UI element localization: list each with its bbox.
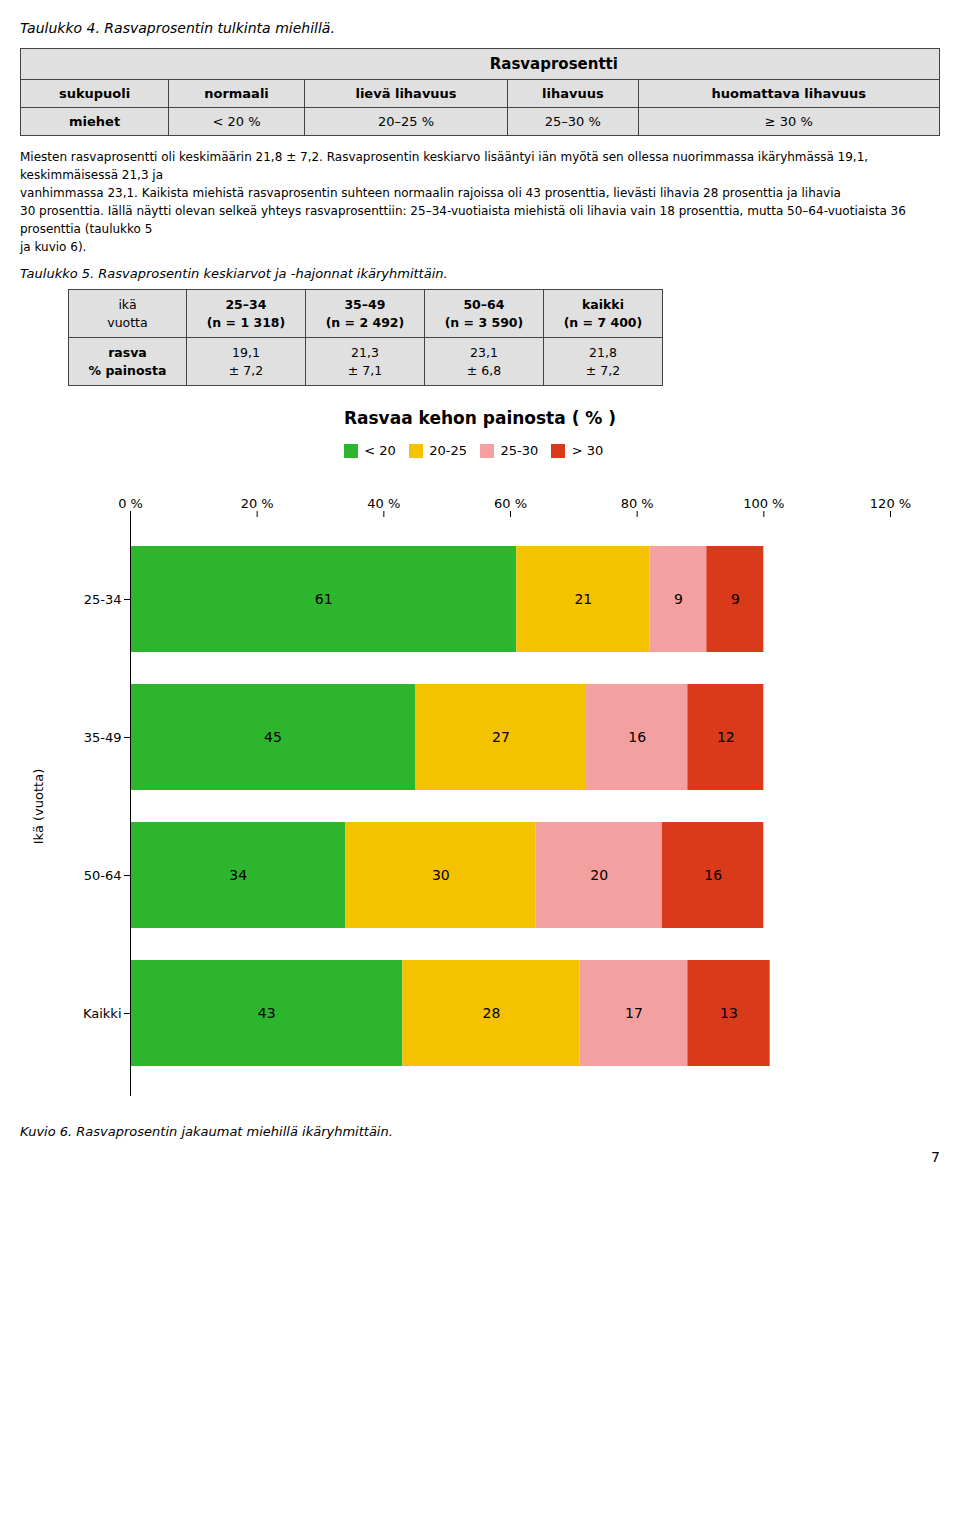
svg-text:25-34: 25-34	[84, 591, 122, 606]
svg-text:100 %: 100 %	[743, 495, 784, 510]
html-text:21,8 ± 7,2: 21,8 ± 7,2	[585, 345, 621, 378]
svg-text:43: 43	[258, 1004, 276, 1020]
html-text:> 30: > 30	[571, 443, 604, 458]
svg-text:61: 61	[315, 590, 333, 606]
html-text:35–49 (n = 2 492): 35–49 (n = 2 492)	[325, 297, 405, 330]
html-text:miehet: miehet	[69, 114, 121, 129]
svg-text:80 %: 80 %	[621, 495, 654, 510]
html-text:Kuvio 6. Rasvaprosentin jakaum: Kuvio 6. Rasvaprosentin jakaumat miehill…	[20, 1123, 393, 1139]
html-text:23,1 ± 6,8: 23,1 ± 6,8	[466, 345, 502, 378]
html-text:huomattava lihavuus: huomattava lihavuus	[711, 86, 866, 101]
svg-text:9: 9	[731, 590, 740, 606]
html-text:vanhimmassa 23,1. Kaikista mie: vanhimmassa 23,1. Kaikista miehistä rasv…	[20, 186, 841, 200]
svg-text:45: 45	[264, 728, 282, 744]
html-text:25-30: 25-30	[500, 443, 539, 458]
html-text:25–30 %: 25–30 %	[544, 114, 601, 129]
svg-text:60 %: 60 %	[494, 495, 527, 510]
html-text:kaikki (n = 7 400): kaikki (n = 7 400)	[563, 297, 643, 330]
html-text:< 20: < 20	[364, 443, 396, 458]
svg-text:20: 20	[590, 866, 608, 882]
html-text:lievä lihavuus: lievä lihavuus	[355, 86, 457, 101]
html-text:Taulukko 4. Rasvaprosentin tul: Taulukko 4. Rasvaprosentin tulkinta mieh…	[20, 20, 335, 36]
html-text:20-25: 20-25	[429, 443, 467, 458]
html-text:Taulukko 5. Rasvaprosentin kes: Taulukko 5. Rasvaprosentin keskiarvot ja…	[20, 266, 448, 281]
html-text:50–64 (n = 3 590): 50–64 (n = 3 590)	[444, 297, 524, 330]
html-text:Miesten rasvaprosentti oli kes: Miesten rasvaprosentti oli keskimäärin 2…	[20, 150, 869, 182]
svg-text:17: 17	[625, 1004, 643, 1020]
svg-text:40 %: 40 %	[367, 495, 400, 510]
svg-text:50-64: 50-64	[84, 867, 122, 882]
svg-text:27: 27	[492, 728, 510, 744]
svg-text:34: 34	[229, 866, 247, 882]
svg-text:16: 16	[628, 728, 646, 744]
html-text:19,1 ± 7,2: 19,1 ± 7,2	[228, 345, 264, 378]
svg-text:35-49: 35-49	[84, 729, 122, 744]
html-text:sukupuoli: sukupuoli	[58, 86, 131, 101]
svg-text:13: 13	[720, 1004, 738, 1020]
html-text:7: 7	[931, 1148, 940, 1165]
html-text:ikä vuotta: ikä vuotta	[107, 297, 148, 330]
svg-text:9: 9	[674, 590, 683, 606]
svg-text:16: 16	[704, 866, 722, 882]
svg-text:Ikä (vuotta): Ikä (vuotta)	[31, 768, 46, 843]
html-text:< 20 %: < 20 %	[212, 114, 261, 129]
html-text:Rasvaa kehon painosta ( % ): Rasvaa kehon painosta ( % )	[343, 408, 616, 428]
svg-text:Kaikki: Kaikki	[83, 1005, 122, 1020]
html-text:ja kuvio 6).: ja kuvio 6).	[20, 240, 87, 254]
svg-text:0 %: 0 %	[118, 495, 143, 510]
html-text:30 prosenttia. Iällä näytti ol: 30 prosenttia. Iällä näytti olevan selke…	[20, 204, 906, 236]
svg-text:20 %: 20 %	[241, 495, 274, 510]
html-text:25–34 (n = 1 318): 25–34 (n = 1 318)	[206, 297, 286, 330]
html-text:20–25 %: 20–25 %	[378, 114, 435, 129]
html-text:normaali: normaali	[204, 86, 269, 101]
svg-text:21: 21	[574, 590, 592, 606]
html-text:≥ 30 %: ≥ 30 %	[764, 114, 813, 129]
html-text:rasva % painosta: rasva % painosta	[88, 345, 167, 378]
svg-text:12: 12	[717, 728, 735, 744]
html-text:lihavuus: lihavuus	[542, 86, 604, 101]
html-text:Rasvaprosentti: Rasvaprosentti	[489, 55, 618, 73]
svg-text:30: 30	[432, 866, 450, 882]
svg-text:120 %: 120 %	[870, 495, 911, 510]
svg-text:28: 28	[483, 1004, 501, 1020]
html-text:21,3 ± 7,1: 21,3 ± 7,1	[347, 345, 383, 378]
